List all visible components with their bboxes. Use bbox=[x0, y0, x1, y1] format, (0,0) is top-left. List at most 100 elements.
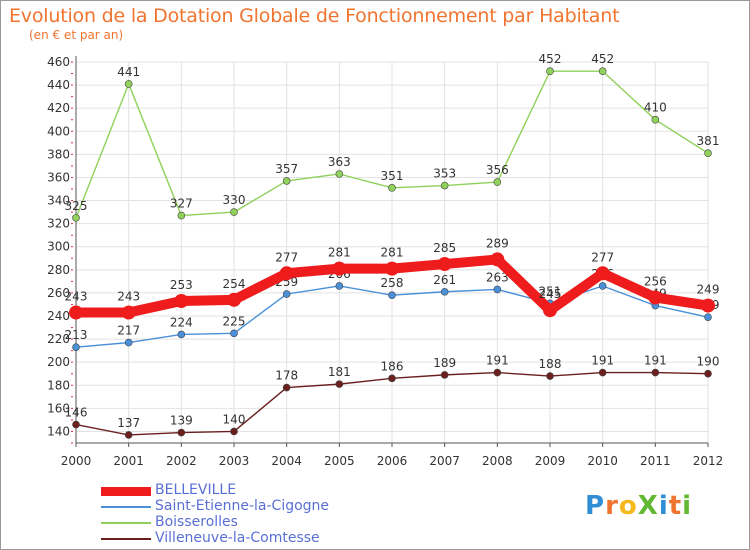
x-tick-label: 2006 bbox=[377, 454, 408, 468]
data-label: 181 bbox=[328, 365, 351, 379]
data-label: 277 bbox=[275, 250, 298, 264]
data-point bbox=[490, 252, 505, 267]
x-tick-label: 2001 bbox=[113, 454, 144, 468]
data-point bbox=[701, 298, 715, 313]
data-label: 363 bbox=[328, 155, 351, 169]
data-point bbox=[704, 313, 712, 321]
data-point bbox=[282, 177, 291, 185]
data-point bbox=[493, 285, 502, 294]
data-point bbox=[388, 184, 396, 192]
logo-letter: i bbox=[682, 491, 693, 521]
data-label: 285 bbox=[433, 241, 456, 255]
legend-swatch bbox=[101, 538, 151, 540]
y-tick-label: 380 bbox=[47, 147, 70, 161]
data-point bbox=[598, 282, 607, 290]
data-point bbox=[704, 369, 712, 378]
logo-letter: r bbox=[605, 491, 619, 521]
logo-letter: P bbox=[585, 491, 606, 521]
y-tick-label: 440 bbox=[47, 78, 70, 92]
data-point bbox=[121, 305, 136, 320]
data-point bbox=[335, 282, 344, 290]
x-tick-label: 2012 bbox=[693, 454, 724, 468]
data-point bbox=[282, 383, 291, 392]
data-point bbox=[388, 374, 396, 383]
x-tick-label: 2005 bbox=[324, 454, 355, 468]
data-label: 357 bbox=[275, 162, 298, 176]
data-point bbox=[332, 261, 347, 276]
data-point bbox=[440, 181, 449, 190]
data-point bbox=[69, 305, 83, 320]
x-tick-label: 2011 bbox=[640, 454, 671, 468]
chart-subtitle: (en € et par an) bbox=[29, 28, 124, 42]
y-tick-label: 200 bbox=[47, 355, 70, 369]
data-label: 351 bbox=[381, 169, 404, 183]
y-tick-label: 360 bbox=[47, 170, 70, 184]
x-tick-label: 2010 bbox=[587, 454, 618, 468]
y-tick-label: 400 bbox=[47, 124, 70, 138]
data-label: 277 bbox=[591, 250, 614, 264]
data-label: 254 bbox=[223, 277, 246, 291]
data-point bbox=[335, 170, 344, 178]
data-label: 251 bbox=[539, 284, 562, 298]
data-point bbox=[177, 330, 186, 339]
x-tick-label: 2008 bbox=[482, 454, 513, 468]
x-tick-label: 2004 bbox=[271, 454, 302, 468]
data-point bbox=[177, 428, 186, 437]
data-label: 178 bbox=[275, 369, 298, 383]
x-tick-label: 2000 bbox=[61, 454, 92, 468]
data-label: 245 bbox=[539, 287, 562, 301]
data-label: 137 bbox=[117, 416, 140, 430]
data-label: 140 bbox=[223, 412, 246, 426]
logo-letter: o bbox=[618, 491, 638, 521]
data-label: 381 bbox=[697, 134, 720, 148]
data-label: 327 bbox=[170, 197, 193, 211]
logo-letter: t bbox=[668, 491, 683, 521]
y-tick-label: 180 bbox=[47, 378, 70, 392]
legend-label: Villeneuve-la-Comtesse bbox=[155, 530, 320, 546]
data-point bbox=[124, 431, 133, 439]
legend-label: BELLEVILLE bbox=[155, 482, 237, 498]
data-label: 452 bbox=[539, 52, 562, 66]
y-tick-label: 260 bbox=[47, 286, 70, 300]
data-label: 213 bbox=[65, 328, 88, 342]
legend-label: Saint-Etienne-la-Cigogne bbox=[155, 498, 330, 514]
data-point bbox=[230, 208, 238, 216]
data-point bbox=[279, 266, 294, 281]
data-label: 217 bbox=[117, 324, 140, 338]
data-label: 330 bbox=[223, 193, 246, 207]
data-label: 325 bbox=[65, 199, 88, 213]
data-point bbox=[493, 178, 502, 186]
data-label: 225 bbox=[223, 314, 246, 328]
data-point bbox=[124, 80, 133, 88]
legend-label: Boisserolles bbox=[155, 514, 238, 530]
data-point bbox=[648, 290, 663, 305]
data-label: 289 bbox=[486, 236, 509, 250]
y-tick-label: 140 bbox=[47, 424, 70, 438]
legend-swatch bbox=[101, 487, 151, 496]
legend-swatch bbox=[101, 506, 151, 508]
data-point bbox=[174, 293, 189, 308]
data-point bbox=[177, 211, 186, 220]
data-point bbox=[493, 368, 502, 377]
y-tick-label: 320 bbox=[47, 217, 70, 231]
x-tick-label: 2002 bbox=[166, 454, 197, 468]
x-tick-label: 2003 bbox=[219, 454, 250, 468]
data-label: 186 bbox=[381, 359, 404, 373]
data-label: 243 bbox=[65, 290, 88, 304]
data-label: 253 bbox=[170, 278, 193, 292]
data-point bbox=[230, 329, 238, 338]
data-label: 410 bbox=[644, 101, 667, 115]
data-point bbox=[230, 427, 238, 436]
x-tick-label: 2007 bbox=[429, 454, 460, 468]
data-label: 243 bbox=[117, 290, 140, 304]
data-point bbox=[543, 303, 557, 318]
data-label: 190 bbox=[697, 355, 720, 369]
data-point bbox=[282, 290, 291, 298]
data-label: 139 bbox=[170, 414, 193, 428]
proxiti-logo: ProXiti bbox=[585, 491, 692, 521]
chart-title: Evolution de la Dotation Globale de Fonc… bbox=[9, 5, 620, 27]
data-label: 441 bbox=[117, 65, 140, 79]
data-point bbox=[335, 380, 344, 388]
data-label: 261 bbox=[433, 273, 456, 287]
